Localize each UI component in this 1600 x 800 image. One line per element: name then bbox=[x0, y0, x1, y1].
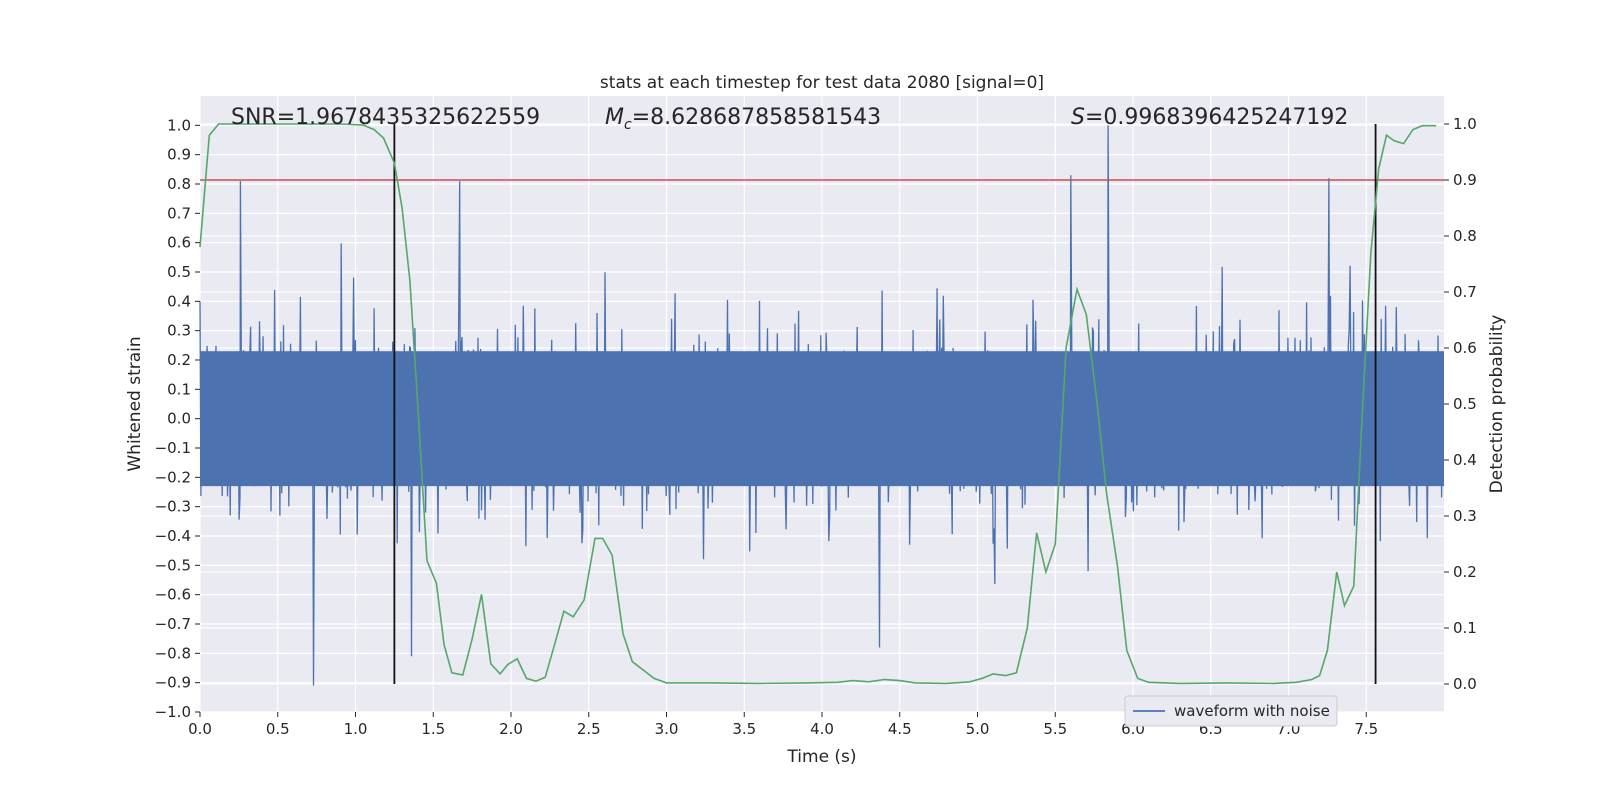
x-tick-label: 2.5 bbox=[577, 720, 601, 738]
y-axis-label-left: Whitened strain bbox=[125, 336, 145, 471]
s-symbol: S bbox=[1071, 105, 1085, 130]
waveform-series bbox=[199, 125, 1444, 686]
y-left-tick-label: 0.6 bbox=[167, 234, 191, 252]
y-left-tick-label: −0.4 bbox=[155, 527, 191, 545]
y-left-tick-label: −0.5 bbox=[155, 556, 191, 574]
y-right-tick-label: 0.6 bbox=[1453, 339, 1477, 357]
y-left-ticks: −1.0 −0.9 −0.8 −0.7 −0.6 −0.5 −0.4 −0.3 −0.2 −0.1… bbox=[155, 116, 200, 721]
y-left-tick-label: 0.7 bbox=[167, 204, 191, 222]
x-tick-label: 5.5 bbox=[1043, 720, 1067, 738]
y-right-tick-label: 0.9 bbox=[1453, 171, 1477, 189]
x-tick-label: 0.0 bbox=[188, 720, 212, 738]
legend-label: waveform with noise bbox=[1174, 702, 1330, 720]
x-tick-label: 1.0 bbox=[344, 720, 368, 738]
y-axis-label-right: Detection probability bbox=[1487, 315, 1507, 494]
snr-annotation: SNR=1.9678435325622559 bbox=[231, 105, 540, 130]
s-value: =0.9968396425247192 bbox=[1085, 105, 1348, 130]
detection-probability-line bbox=[199, 123, 1437, 685]
y-left-tick-label: −0.1 bbox=[155, 439, 191, 457]
vertical-markers bbox=[393, 124, 1377, 684]
y-left-tick-label: −1.0 bbox=[155, 703, 191, 721]
x-tick-label: 2.0 bbox=[499, 720, 523, 738]
y-left-tick-label: 0.4 bbox=[167, 292, 191, 310]
y-left-tick-label: 0.8 bbox=[167, 175, 191, 193]
y-left-tick-label: 0.0 bbox=[167, 410, 191, 428]
chirp-mass-symbol: M bbox=[605, 105, 624, 130]
y-right-tick-label: 0.8 bbox=[1453, 227, 1477, 245]
x-tick-label: 5.0 bbox=[966, 720, 990, 738]
chirp-mass-value: =8.628687858581543 bbox=[632, 105, 881, 130]
y-right-ticks: 0.0 0.1 0.2 0.3 0.4 0.5 0.6 0.7 0.8 0.9 1.0 bbox=[1444, 115, 1477, 693]
x-tick-label: 3.0 bbox=[655, 720, 679, 738]
x-tick-label: 4.5 bbox=[888, 720, 912, 738]
chirp-mass-subscript: c bbox=[624, 117, 632, 133]
y-right-tick-label: 0.4 bbox=[1453, 451, 1477, 469]
snr-s-annotation: S=0.9968396425247192 bbox=[1071, 105, 1348, 130]
y-left-tick-label: −0.6 bbox=[155, 586, 191, 604]
y-left-tick-label: 0.5 bbox=[167, 263, 191, 281]
y-left-tick-label: 1.0 bbox=[167, 116, 191, 134]
y-left-tick-label: −0.2 bbox=[155, 468, 191, 486]
x-axis-label: Time (s) bbox=[786, 747, 856, 767]
y-left-tick-label: −0.7 bbox=[155, 615, 191, 633]
legend: waveform with noise bbox=[1124, 695, 1338, 727]
y-right-tick-label: 0.7 bbox=[1453, 283, 1477, 301]
chirp-mass-annotation: Mc=8.628687858581543 bbox=[605, 105, 881, 133]
y-left-tick-label: 0.2 bbox=[167, 351, 191, 369]
y-left-tick-label: 0.9 bbox=[167, 146, 191, 164]
y-left-tick-label: −0.9 bbox=[155, 674, 191, 692]
x-tick-label: 7.5 bbox=[1354, 720, 1378, 738]
x-tick-label: 3.5 bbox=[732, 720, 756, 738]
x-tick-label: 0.5 bbox=[266, 720, 290, 738]
y-left-tick-label: −0.8 bbox=[155, 644, 191, 662]
x-tick-label: 4.0 bbox=[810, 720, 834, 738]
chart-title: stats at each timestep for test data 208… bbox=[600, 73, 1044, 93]
y-right-tick-label: 0.0 bbox=[1453, 675, 1477, 693]
y-right-tick-label: 1.0 bbox=[1453, 115, 1477, 133]
y-right-tick-label: 0.1 bbox=[1453, 619, 1477, 637]
y-left-tick-label: 0.1 bbox=[167, 380, 191, 398]
x-tick-label: 1.5 bbox=[421, 720, 445, 738]
y-right-tick-label: 0.3 bbox=[1453, 507, 1477, 525]
legend-box bbox=[1124, 695, 1338, 727]
y-left-tick-label: 0.3 bbox=[167, 322, 191, 340]
waveform-line bbox=[199, 125, 1444, 686]
y-left-tick-label: −0.3 bbox=[155, 498, 191, 516]
y-right-tick-label: 0.2 bbox=[1453, 563, 1477, 581]
y-right-tick-label: 0.5 bbox=[1453, 395, 1477, 413]
